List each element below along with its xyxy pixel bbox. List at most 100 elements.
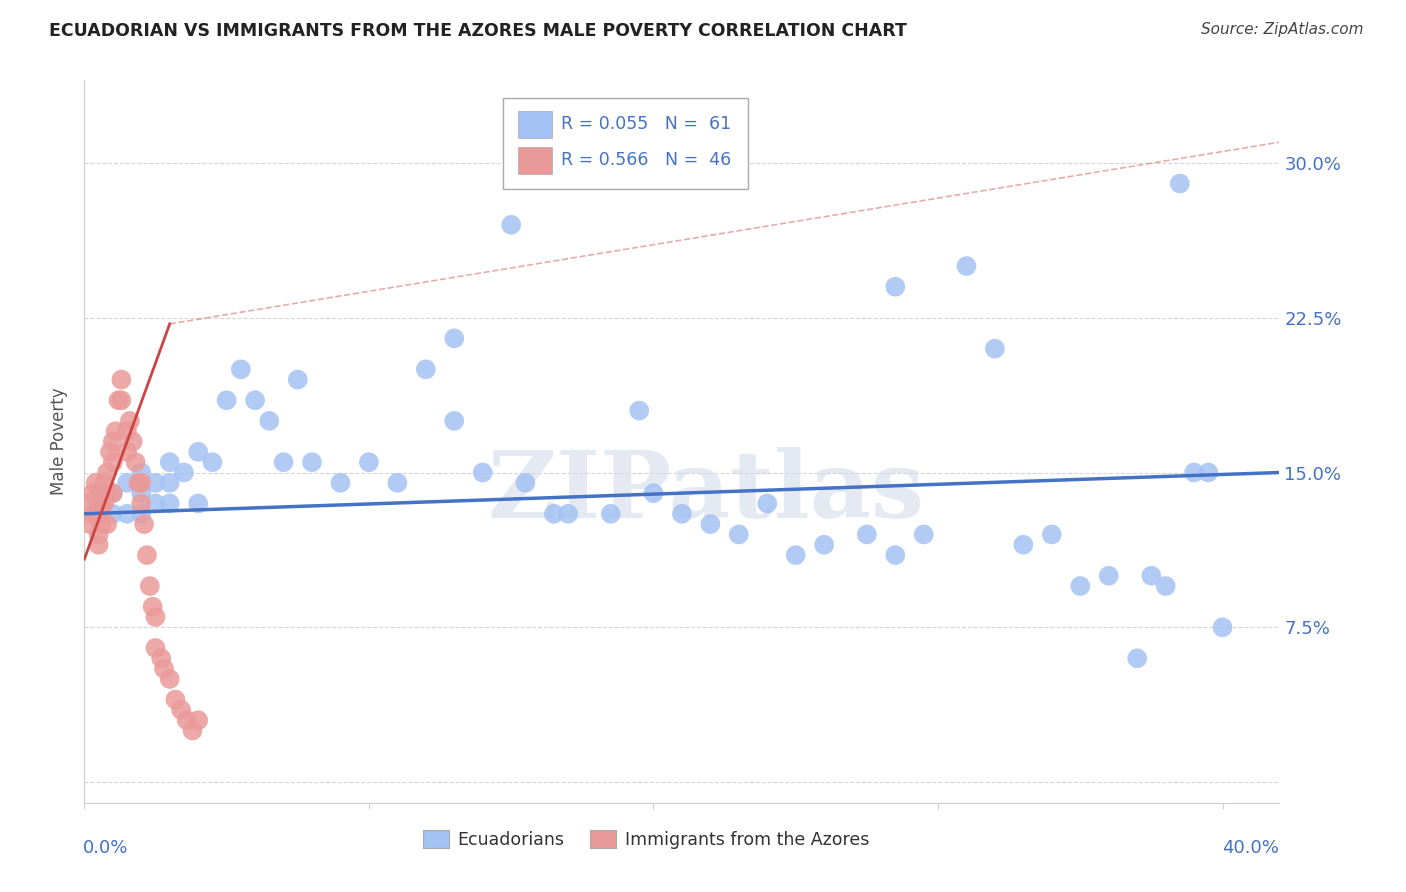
Point <box>984 342 1007 356</box>
Point <box>129 507 152 521</box>
Point <box>159 672 181 686</box>
Point <box>90 517 112 532</box>
Point <box>1168 177 1191 191</box>
FancyBboxPatch shape <box>519 111 551 138</box>
Point <box>104 424 127 438</box>
Point <box>82 507 104 521</box>
Text: R = 0.566   N =  46: R = 0.566 N = 46 <box>561 152 731 169</box>
FancyBboxPatch shape <box>503 98 748 189</box>
Point <box>501 218 523 232</box>
Point <box>415 362 437 376</box>
Point <box>115 507 138 521</box>
Point <box>1140 568 1163 582</box>
Point <box>287 373 309 387</box>
Point <box>101 486 124 500</box>
Point <box>884 279 907 293</box>
Point <box>84 475 107 490</box>
Point <box>129 466 152 480</box>
Point <box>173 466 195 480</box>
Point <box>599 507 621 521</box>
Point <box>121 434 143 449</box>
Point <box>813 538 835 552</box>
Point <box>215 393 238 408</box>
Point <box>187 496 209 510</box>
Point <box>176 713 198 727</box>
Point <box>87 538 110 552</box>
Point <box>187 713 209 727</box>
Point <box>136 548 159 562</box>
Point <box>1182 466 1205 480</box>
Point <box>387 475 409 490</box>
Point <box>129 475 152 490</box>
Point <box>132 517 156 532</box>
Point <box>159 496 181 510</box>
Point <box>93 496 115 510</box>
Point <box>145 610 167 624</box>
Point <box>142 599 165 614</box>
Point <box>98 445 121 459</box>
Point <box>118 414 141 428</box>
Point <box>150 651 173 665</box>
Point <box>87 486 110 500</box>
Point <box>955 259 977 273</box>
Point <box>1154 579 1177 593</box>
Point <box>329 475 352 490</box>
Point <box>115 424 138 438</box>
Point <box>87 496 110 510</box>
Point <box>1212 620 1234 634</box>
Point <box>87 507 110 521</box>
Point <box>543 507 565 521</box>
Point <box>96 466 118 480</box>
Text: ECUADORIAN VS IMMIGRANTS FROM THE AZORES MALE POVERTY CORRELATION CHART: ECUADORIAN VS IMMIGRANTS FROM THE AZORES… <box>49 22 907 40</box>
Point <box>170 703 193 717</box>
Point <box>628 403 651 417</box>
Point <box>90 496 112 510</box>
Point <box>124 455 146 469</box>
Point <box>79 517 101 532</box>
Point <box>1012 538 1035 552</box>
Point <box>884 548 907 562</box>
Point <box>1126 651 1149 665</box>
Point <box>443 414 465 428</box>
Point <box>912 527 935 541</box>
Point <box>443 331 465 345</box>
Point <box>856 527 879 541</box>
Point <box>273 455 295 469</box>
Point <box>229 362 252 376</box>
Point <box>101 486 124 500</box>
Text: Source: ZipAtlas.com: Source: ZipAtlas.com <box>1201 22 1364 37</box>
Point <box>301 455 323 469</box>
Point <box>259 414 281 428</box>
Point <box>129 496 152 510</box>
Point <box>1098 568 1121 582</box>
Point <box>727 527 749 541</box>
Point <box>557 507 579 521</box>
Point <box>101 434 124 449</box>
Point <box>1040 527 1063 541</box>
Point <box>756 496 779 510</box>
Point <box>159 475 181 490</box>
Point <box>145 496 167 510</box>
Point <box>145 640 167 655</box>
Point <box>96 517 118 532</box>
Point <box>159 455 181 469</box>
Text: ZIPatlas: ZIPatlas <box>488 447 924 537</box>
Point <box>139 579 162 593</box>
Point <box>201 455 224 469</box>
Text: 0.0%: 0.0% <box>83 839 128 857</box>
Point <box>187 445 209 459</box>
Point <box>129 486 152 500</box>
FancyBboxPatch shape <box>519 147 551 174</box>
Point <box>110 393 132 408</box>
Point <box>471 466 494 480</box>
Point <box>515 475 537 490</box>
Point <box>181 723 204 738</box>
Point <box>1197 466 1219 480</box>
Point <box>643 486 665 500</box>
Point <box>87 527 110 541</box>
Point <box>357 455 380 469</box>
Point <box>115 475 138 490</box>
Point <box>699 517 721 532</box>
Point <box>145 475 167 490</box>
Y-axis label: Male Poverty: Male Poverty <box>51 388 69 495</box>
